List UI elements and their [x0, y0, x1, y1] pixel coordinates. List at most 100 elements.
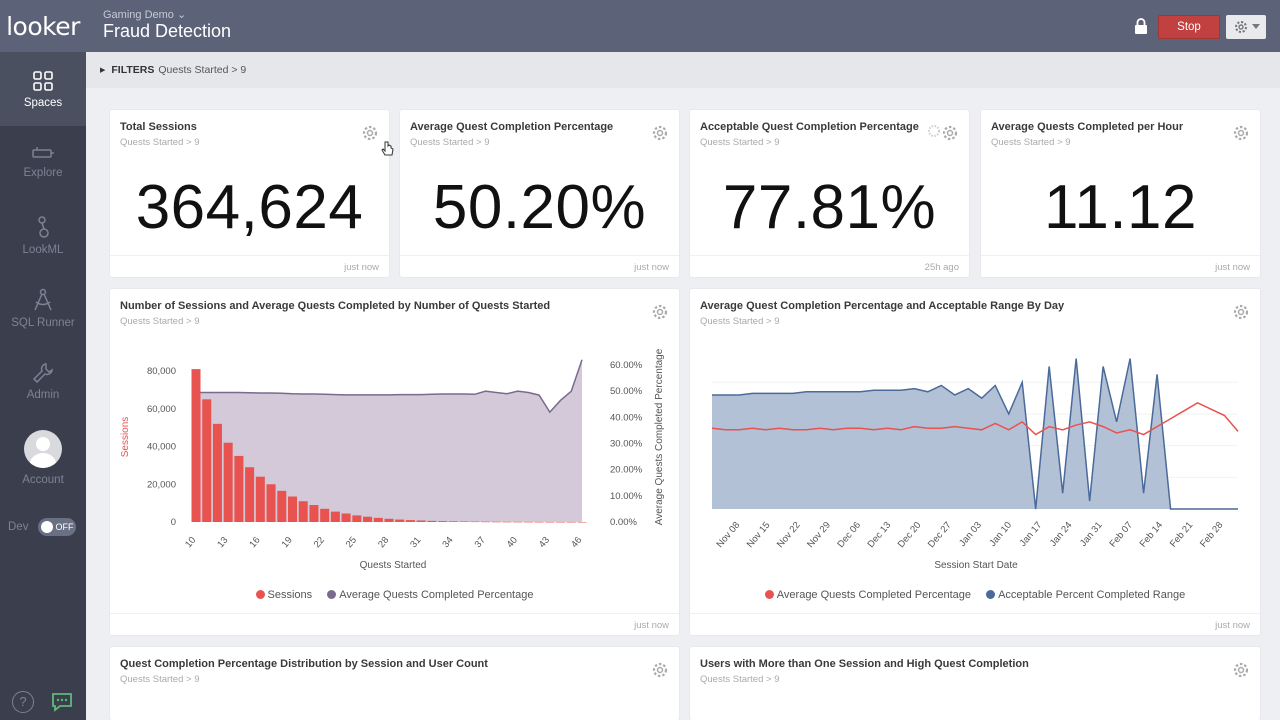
- series-line-avg-completed: [711, 402, 1239, 436]
- tile-timestamp: just now: [344, 262, 379, 273]
- tile-timestamp: just now: [1215, 262, 1250, 273]
- tile-subtitle: Quests Started > 9: [700, 137, 780, 148]
- y2-tick-label: 40.00%: [610, 412, 643, 423]
- tile-title: Average Quests Completed per Hour: [991, 121, 1184, 133]
- expand-triangle-icon[interactable]: ▶: [100, 67, 106, 74]
- tile-title: Acceptable Quest Completion Percentage: [700, 121, 919, 133]
- breadcrumb[interactable]: Gaming Demo ⌄: [103, 9, 187, 21]
- x-tick-label: Dec 20: [896, 520, 924, 550]
- y-tick-label: 60,000: [147, 404, 176, 415]
- tile-timestamp: 25h ago: [924, 262, 959, 273]
- tile-title: Quest Completion Percentage Distribution…: [120, 658, 488, 670]
- bar: [384, 518, 394, 522]
- y-tick-label: 20,000: [147, 479, 176, 490]
- tile-distribution: Quest Completion Percentage Distribution…: [110, 647, 679, 720]
- bar: [298, 501, 308, 522]
- bar: [191, 369, 201, 522]
- sidebar: looker Spaces Explore LookML: [0, 0, 86, 720]
- x-tick-label: 46: [569, 535, 584, 550]
- tile-sessions-chart: Number of Sessions and Average Quests Co…: [110, 289, 679, 635]
- x-tick-label: Nov 15: [745, 520, 773, 550]
- filters-value: Quests Started > 9: [158, 64, 247, 76]
- tile-subtitle: Quests Started > 9: [410, 137, 490, 148]
- gear-icon[interactable]: [651, 661, 669, 679]
- gear-icon[interactable]: [1232, 661, 1250, 679]
- x-tick-label: 19: [280, 535, 295, 550]
- gear-icon[interactable]: [1232, 124, 1250, 142]
- bar: [309, 505, 319, 522]
- lock-icon[interactable]: [1134, 18, 1148, 35]
- tile-timestamp: just now: [634, 620, 669, 631]
- bar: [245, 467, 255, 522]
- sidebar-item-label: Explore: [23, 167, 63, 179]
- single-value: 77.81%: [722, 173, 937, 242]
- sidebar-item-explore[interactable]: Explore: [0, 126, 86, 199]
- dashboard-settings-button[interactable]: [1226, 15, 1266, 39]
- bar: [363, 516, 373, 522]
- area-fill: [712, 358, 1238, 509]
- spaces-icon: [33, 70, 53, 91]
- help-icon[interactable]: ?: [12, 691, 34, 713]
- x-tick-label: 13: [215, 535, 230, 550]
- tile-timestamp: just now: [1215, 620, 1250, 631]
- loading-spinner-icon: [928, 125, 940, 137]
- stop-button[interactable]: Stop: [1158, 15, 1220, 39]
- gear-icon[interactable]: [941, 124, 959, 142]
- y2-tick-label: 10.00%: [610, 491, 643, 502]
- y-tick-label: 80,000: [147, 366, 176, 377]
- single-value: 364,624: [135, 173, 364, 242]
- sidebar-item-label: Admin: [26, 389, 60, 401]
- tile-title: Average Quest Completion Percentage and …: [700, 300, 1065, 312]
- x-tick-label: Jan 17: [1018, 520, 1045, 549]
- bar: [470, 521, 480, 523]
- sidebar-item-spaces[interactable]: Spaces: [0, 52, 86, 126]
- bar: [202, 399, 212, 522]
- gear-icon[interactable]: [1232, 303, 1250, 321]
- x-tick-label: Feb 14: [1138, 520, 1165, 550]
- legend-item-avg-completed[interactable]: Average Quests Completed Percentage: [764, 589, 971, 601]
- legend-item-avg-quests[interactable]: Average Quests Completed Percentage: [327, 589, 533, 601]
- tile-subtitle: Quests Started > 9: [700, 316, 780, 327]
- x-tick-label: Dec 06: [835, 520, 863, 550]
- legend-item-sessions[interactable]: Sessions: [255, 589, 312, 601]
- bar: [556, 521, 566, 523]
- sidebar-item-sql-runner[interactable]: SQL Runner: [0, 272, 86, 345]
- x-tick-label: Feb 21: [1168, 520, 1195, 550]
- page-title: Fraud Detection: [103, 21, 232, 41]
- filters-bar[interactable]: ▶ FILTERS Quests Started > 9: [86, 52, 1280, 88]
- sidebar-item-account[interactable]: Account: [0, 430, 86, 486]
- tile-total-sessions: Total Sessions Quests Started > 9 364,62…: [110, 110, 389, 277]
- x-tick-label: 43: [537, 535, 552, 550]
- tile-acceptable-quest-completion: Acceptable Quest Completion Percentage Q…: [690, 110, 969, 277]
- tile-subtitle: Quests Started > 9: [700, 674, 780, 685]
- legend-item-acceptable-range[interactable]: Acceptable Percent Completed Range: [986, 589, 1185, 601]
- bar: [427, 520, 437, 522]
- tile-footer: [981, 255, 1260, 277]
- dev-mode-toggle[interactable]: OFF: [38, 518, 77, 536]
- gear-icon[interactable]: [361, 124, 379, 142]
- y2-tick-label: 50.00%: [610, 386, 643, 397]
- gear-icon[interactable]: [651, 124, 669, 142]
- sidebar-item-label: SQL Runner: [11, 317, 75, 329]
- bar: [523, 521, 533, 523]
- bar: [448, 521, 458, 522]
- x-tick-label: 25: [344, 535, 359, 550]
- gear-icon[interactable]: [651, 303, 669, 321]
- series-line-avg-quests: [196, 359, 583, 414]
- bar: [212, 423, 222, 522]
- tile-footer: [110, 255, 389, 277]
- bar: [502, 521, 512, 523]
- chat-icon[interactable]: [51, 692, 73, 712]
- x-tick-label: 22: [312, 535, 327, 550]
- x-tick-label: 37: [473, 535, 488, 550]
- sidebar-item-admin[interactable]: Admin: [0, 345, 86, 418]
- bar: [330, 511, 340, 522]
- single-value: 50.20%: [432, 173, 647, 242]
- y2-tick-label: 30.00%: [610, 439, 643, 450]
- chart-legend: Average Quests Completed Percentage Acce…: [690, 589, 1260, 601]
- avatar[interactable]: [24, 430, 62, 468]
- bar: [255, 476, 265, 522]
- tile-title: Total Sessions: [120, 121, 197, 133]
- sidebar-item-lookml[interactable]: LookML: [0, 199, 86, 272]
- looker-logo[interactable]: looker: [0, 0, 86, 52]
